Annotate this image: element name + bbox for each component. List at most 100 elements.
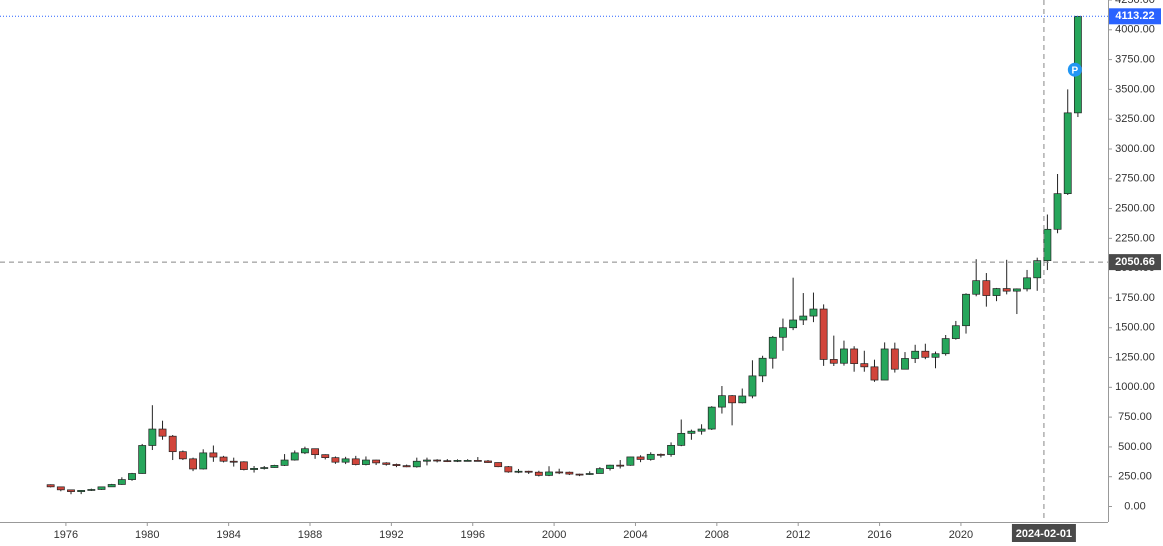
candle-body — [331, 457, 340, 463]
x-tick-label: 2012 — [786, 529, 810, 541]
candle-body — [250, 468, 258, 470]
candle-body — [117, 479, 126, 485]
candle-body — [67, 489, 75, 492]
candle-body — [911, 350, 920, 359]
candle-body — [677, 432, 686, 446]
candle-body — [321, 454, 330, 458]
candle-body — [97, 486, 106, 490]
x-tick-label: 2020 — [949, 529, 973, 541]
candle-body — [239, 461, 248, 470]
candle-body — [799, 315, 808, 321]
y-tick-label: 3000.00 — [1115, 143, 1155, 155]
candle-body — [870, 366, 879, 381]
candle-body — [524, 470, 533, 473]
candle-body — [779, 327, 787, 338]
candle-body — [748, 375, 757, 397]
candle-body — [962, 293, 970, 327]
candle-body — [128, 473, 136, 480]
candle-body — [860, 363, 869, 368]
crosshair-x-label: 2024-02-01 — [1016, 528, 1072, 540]
y-tick-label: 4000.00 — [1115, 24, 1155, 36]
candle-body — [311, 448, 319, 456]
candle-body — [789, 319, 798, 329]
candle-body — [555, 471, 564, 474]
candle-body — [260, 467, 269, 469]
candle-body — [423, 459, 431, 462]
candle-body — [667, 445, 675, 455]
candle-body — [656, 453, 665, 456]
candle-body — [453, 460, 462, 462]
candle-body — [484, 460, 492, 463]
candle-body — [646, 453, 655, 460]
candle-body — [809, 308, 818, 317]
candle-body — [362, 459, 370, 465]
candle-body — [219, 456, 228, 462]
candle-body — [494, 462, 503, 468]
candle-body — [433, 459, 442, 462]
candle-body — [850, 348, 859, 364]
candle-body — [168, 435, 177, 453]
candle-body — [290, 452, 299, 461]
candle-body — [209, 452, 218, 458]
y-tick-label: 2500.00 — [1115, 202, 1155, 214]
candle-body — [901, 358, 909, 370]
candle-body — [402, 465, 411, 468]
y-tick-label: 3500.00 — [1115, 83, 1155, 95]
crosshair-y-label: 2050.66 — [1115, 256, 1155, 268]
candle-body — [392, 464, 401, 466]
candle-body — [636, 456, 645, 460]
candle-body — [148, 428, 157, 446]
y-tick-label: 1750.00 — [1115, 292, 1155, 304]
candle-body — [1053, 193, 1062, 230]
candle-body — [728, 395, 736, 404]
candle-body — [463, 460, 472, 462]
candle-body — [1012, 288, 1021, 292]
candle-body — [931, 353, 940, 358]
candle-body — [341, 458, 350, 463]
x-tick-label: 1992 — [379, 529, 403, 541]
candle-body — [687, 430, 696, 434]
candle-body — [514, 470, 523, 473]
candle-body — [758, 357, 767, 377]
y-tick-label: 1250.00 — [1115, 351, 1155, 363]
y-tick-label: 750.00 — [1118, 411, 1152, 423]
candle-body — [545, 471, 553, 476]
candle-body — [382, 462, 391, 465]
candle-body — [372, 459, 381, 464]
y-tick-label: 1500.00 — [1115, 322, 1155, 334]
candle-body — [718, 395, 726, 408]
y-tick-label: 4250.00 — [1115, 0, 1155, 6]
candle-body — [87, 489, 96, 491]
candle-body — [473, 460, 482, 462]
y-tick-label: 500.00 — [1118, 441, 1152, 453]
x-tick-label: 1988 — [298, 529, 322, 541]
y-tick-label: 2250.00 — [1115, 232, 1155, 244]
x-tick-label: 2008 — [705, 529, 729, 541]
y-tick-label: 3250.00 — [1115, 113, 1155, 125]
candle-body — [46, 484, 55, 488]
candle-body — [707, 406, 716, 430]
candle-body — [199, 452, 208, 470]
x-tick-label: 1976 — [54, 529, 78, 541]
candle-body — [585, 473, 594, 475]
marker — [1067, 62, 1082, 77]
crosshair-y-label-bg — [1109, 254, 1161, 271]
candle-body — [189, 458, 197, 470]
candle-body — [1002, 288, 1011, 292]
marker-label: P — [1072, 65, 1079, 76]
x-tick-label: 2000 — [542, 529, 566, 541]
candle-body — [992, 288, 1001, 296]
price-label: 4113.22 — [1115, 10, 1154, 22]
y-tick-label: 1000.00 — [1115, 381, 1155, 393]
y-tick-label: 3750.00 — [1115, 53, 1155, 65]
candle-body — [982, 280, 991, 296]
y-tick-label: 250.00 — [1118, 471, 1152, 483]
candle-body — [56, 486, 65, 491]
candle-body — [880, 348, 889, 381]
candle-body — [534, 471, 543, 476]
x-tick-label: 1996 — [460, 529, 484, 541]
candle-body — [595, 468, 604, 474]
candle-body — [1063, 112, 1072, 195]
